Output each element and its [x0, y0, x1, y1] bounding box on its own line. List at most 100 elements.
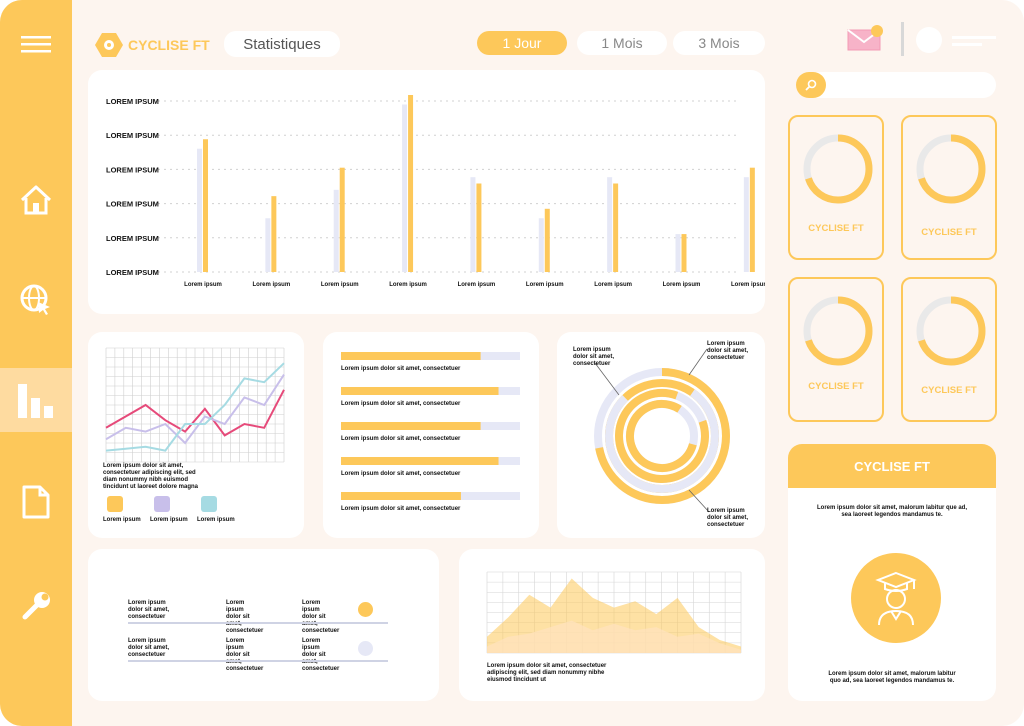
brand-name: CYCLISE FT — [128, 37, 210, 53]
user-name-placeholder — [952, 36, 996, 39]
chart-bar — [743, 177, 749, 272]
ring-progress — [803, 134, 873, 204]
x-tick-label: Lorem ipsum — [321, 282, 359, 288]
status-dot — [358, 641, 373, 656]
table-cell: Lorem ipsum dolor sit amet, consectetuer — [128, 638, 170, 658]
chart-bar — [470, 177, 476, 272]
horizontal-bar-chart: Lorem ipsum dolor sit amet, consectetuer… — [341, 352, 520, 512]
document-icon — [22, 485, 50, 519]
bar-chart-icon — [18, 384, 53, 418]
profile-card-text: Lorem ipsum dolor sit amet, malorum labi… — [828, 671, 956, 684]
sidebar-item-settings[interactable] — [0, 574, 72, 638]
chart-bar — [197, 148, 202, 272]
chart-bar — [613, 183, 619, 272]
progress-bar — [341, 387, 499, 395]
bar-chart-card: LOREM IPSUM LOREM IPSUM LOREM IPSUM LOREM I… — [88, 70, 765, 314]
x-tick-label: Lorem ipsum — [253, 282, 291, 288]
chart-bar — [544, 208, 550, 272]
area-chart-card: Lorem ipsum dolor sit amet, consectetuer… — [459, 549, 765, 701]
brand-logo — [94, 31, 124, 59]
area-chart — [486, 571, 742, 654]
callout-line — [688, 489, 710, 513]
mail-icon — [847, 25, 883, 51]
y-tick-label: LOREM IPSUM — [106, 200, 159, 209]
chart-bar — [339, 167, 345, 272]
chart-bar — [271, 196, 277, 272]
y-tick-label: LOREM IPSUM — [106, 131, 159, 140]
legend-swatch — [201, 496, 217, 512]
ring-label: CYCLISE FT — [921, 385, 977, 396]
menu-button[interactable] — [0, 12, 72, 76]
progress-ring — [803, 134, 873, 204]
legend-swatch — [154, 496, 170, 512]
radial-chart — [594, 348, 730, 513]
x-tick-label: Lorem ipsum — [663, 282, 701, 288]
line-chart-legend: Lorem ipsum Lorem ipsum Lorem ipsum — [103, 494, 303, 534]
progress-ring — [803, 296, 873, 366]
series-line — [105, 389, 285, 437]
progress-bar — [341, 352, 481, 360]
radial-label: Lorem ipsum dolor sit amet, consectetuer — [573, 347, 615, 367]
user-role-placeholder — [952, 43, 982, 46]
bar-label: Lorem ipsum dolor sit amet, consectetuer — [341, 436, 461, 442]
sidebar — [0, 0, 72, 726]
callout-line — [594, 362, 620, 396]
ring-progress — [803, 296, 873, 366]
chart-bar — [265, 218, 271, 272]
profile-card-text: Lorem ipsum dolor sit amet, malorum labi… — [816, 505, 968, 518]
x-tick-label: Lorem ipsum — [594, 282, 632, 288]
table-card: Lorem ipsum dolor sit amet, consectetuer… — [88, 549, 439, 701]
callout-line — [688, 348, 708, 376]
period-tab-1-jour[interactable]: 1 Jour — [477, 31, 567, 55]
bar-label: Lorem ipsum dolor sit amet, consectetuer — [341, 366, 461, 372]
ring-card[interactable]: CYCLISE FT — [788, 277, 884, 422]
progress-ring — [916, 296, 986, 366]
legend-swatch — [107, 496, 123, 512]
chart-bar — [749, 167, 755, 272]
sidebar-item-statistics[interactable] — [0, 368, 72, 432]
menu-icon — [21, 36, 51, 53]
table-row: Lorem ipsum dolor sit amet, consectetuer… — [128, 600, 388, 634]
y-tick-label: LOREM IPSUM — [106, 268, 159, 277]
chart-bar — [538, 218, 544, 272]
table-divider — [128, 660, 388, 662]
ring-card[interactable]: CYCLISE FT — [901, 277, 997, 422]
search-icon — [805, 79, 817, 91]
profile-avatar — [851, 553, 941, 643]
y-tick-label: LOREM IPSUM — [106, 97, 159, 106]
ring-card[interactable]: CYCLISE FT — [901, 115, 997, 260]
sidebar-item-documents[interactable] — [0, 470, 72, 534]
sidebar-item-web[interactable] — [0, 268, 72, 332]
logo-icon — [95, 33, 123, 57]
y-tick-label: LOREM IPSUM — [106, 234, 159, 243]
bar-label: Lorem ipsum dolor sit amet, consectetuer — [341, 506, 461, 512]
table-cell: Lorem ipsum dolor sit amet, consectetuer — [226, 638, 264, 672]
table-row: Lorem ipsum dolor sit amet, consectetuer… — [128, 638, 388, 672]
sidebar-item-home[interactable] — [0, 168, 72, 232]
ring-progress — [916, 296, 986, 366]
period-tab-1-mois[interactable]: 1 Mois — [577, 31, 667, 55]
period-tab-3-mois[interactable]: 3 Mois — [673, 31, 765, 55]
mail-button[interactable] — [846, 24, 886, 54]
search-button[interactable] — [796, 72, 826, 98]
ring-label: CYCLISE FT — [921, 227, 977, 238]
chart-bar — [675, 234, 681, 272]
table-divider — [128, 622, 388, 624]
page-title: Statistiques — [224, 31, 340, 57]
area-series — [487, 620, 741, 653]
chart-bar — [203, 139, 208, 272]
table-cell: Lorem ipsum dolor sit amet, consectetuer — [302, 638, 340, 672]
graduate-icon — [875, 571, 917, 626]
ring-progress — [916, 134, 986, 204]
line-chart-card: Lorem ipsum dolor sit amet, consectetuer… — [88, 332, 304, 538]
avatar[interactable] — [916, 27, 942, 53]
legend-label: Lorem ipsum — [103, 517, 141, 523]
search-input[interactable] — [796, 72, 996, 98]
ring-card[interactable]: CYCLISE FT — [788, 115, 884, 260]
ring-label: CYCLISE FT — [808, 223, 864, 234]
wrench-icon — [22, 592, 50, 620]
radial-label: Lorem ipsum dolor sit amet, consectetuer — [707, 341, 749, 361]
x-tick-label: Lorem ipsum — [731, 282, 765, 288]
home-icon — [20, 185, 52, 215]
